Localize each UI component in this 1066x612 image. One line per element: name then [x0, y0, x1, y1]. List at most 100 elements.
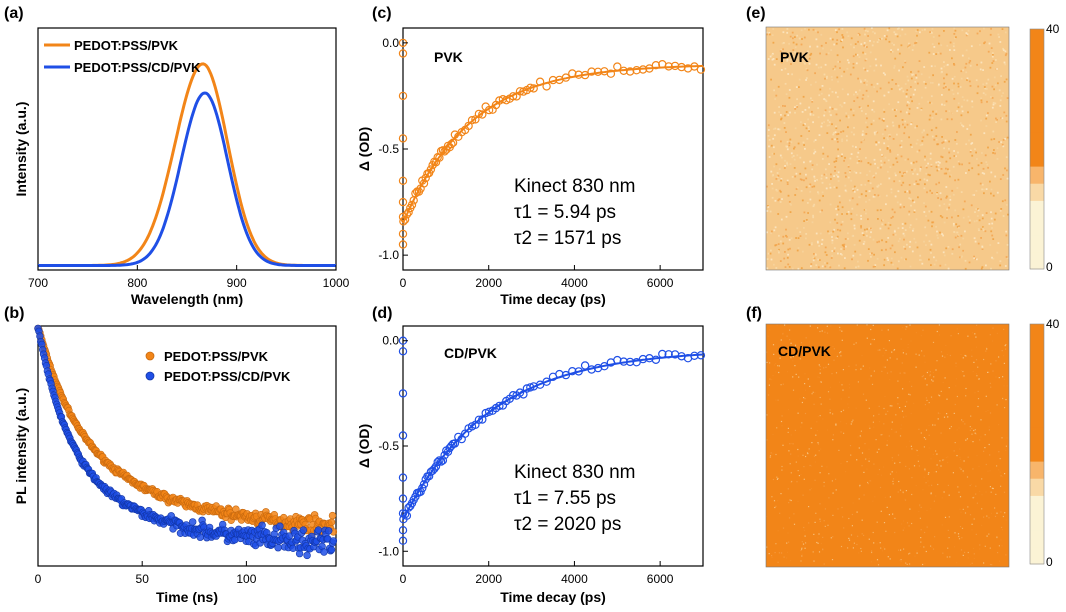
panel-e-pixel [787, 248, 790, 251]
panel-f-pixel [872, 500, 874, 502]
panel-f-pixel [927, 408, 929, 410]
panel-f-pixel [977, 398, 980, 400]
panel-e-pixel [943, 61, 945, 63]
panel-e-pixel [863, 209, 866, 211]
panel-e-pixel [811, 164, 814, 166]
panel-e-pixel [892, 215, 894, 218]
panel-e-pixel [919, 178, 922, 181]
panel-e-pixel [935, 259, 938, 262]
panel-d-point [436, 457, 446, 466]
panel-f-pixel [922, 375, 924, 377]
panel-e-pixel [906, 190, 909, 193]
panel-e-pixel [817, 258, 820, 261]
panel-e-pixel [960, 70, 963, 73]
panel-f-pixel [902, 529, 904, 531]
panel-f-pixel [930, 458, 932, 460]
panel-e-pixel [908, 112, 911, 115]
panel-d-plot [398, 336, 706, 545]
panel-e-pixel [924, 226, 927, 229]
panel-f-pixel [919, 545, 921, 547]
panel-f-pixel [779, 512, 781, 514]
panel-e-pixel [948, 140, 950, 143]
panel-f-pixel [879, 349, 881, 351]
panel-e-pixel [794, 51, 796, 54]
panel-b-legend-2: PEDOT:PSS/CD/PVK [164, 369, 291, 384]
panel-e-pixel [1005, 230, 1008, 233]
panel-e-pixel [833, 186, 836, 189]
panel-e-pixel [869, 236, 872, 239]
panel-b-series-2-point [189, 518, 197, 526]
panel-f-pixel [911, 522, 913, 525]
panel-e-pixel [812, 214, 814, 217]
panel-f-pixel [985, 491, 987, 493]
panel-e-pixel [849, 157, 852, 160]
panel-e-pixel [954, 139, 957, 141]
panel-f-pixel [879, 542, 881, 544]
panel-e-pixel [900, 44, 903, 47]
panel-e-pixel [867, 35, 869, 37]
panel-f-pixel [950, 426, 952, 428]
panel-f-pixel [927, 370, 929, 372]
panel-f-pixel [805, 455, 807, 458]
panel-e-pixel [867, 248, 870, 250]
panel-f-pixel [869, 427, 871, 429]
panel-e-pixel [901, 119, 904, 121]
panel-e-pixel [933, 46, 936, 48]
panel-e-pixel [975, 208, 977, 210]
panel-e-pixel [810, 83, 812, 86]
panel-e-pixel [864, 59, 867, 62]
panel-e-pixel [797, 52, 800, 54]
panel-e-pixel [786, 148, 789, 151]
panel-e-pixel [869, 65, 872, 68]
panel-f-pixel [870, 561, 872, 563]
panel-e-pixel [822, 152, 825, 155]
panel-f-pixel [967, 551, 969, 554]
panel-e-pixel [999, 41, 1002, 43]
panel-e-pixel [787, 194, 790, 197]
panel-d-point [696, 351, 706, 360]
panel-f-pixel [858, 498, 860, 500]
panel-e-pixel [780, 218, 783, 221]
panel-e-pixel [910, 96, 912, 99]
panel-e-pixel [768, 31, 771, 34]
panel-e-pixel [997, 33, 1000, 36]
panel-f-pixel [799, 398, 801, 400]
panel-e-pixel [854, 43, 857, 45]
panel-e-pixel [847, 93, 849, 96]
panel-e: PVK 40 0 [765, 22, 1060, 274]
panel-f-pixel [981, 494, 983, 496]
panel-e-pixel [908, 197, 911, 200]
panel-e-pixel [778, 248, 780, 251]
panel-e-pixel [941, 156, 944, 159]
panel-e-pixel [879, 227, 882, 230]
panel-e-pixel [803, 36, 806, 39]
panel-f-speckle [766, 324, 1008, 566]
panel-e-pixel [878, 195, 881, 198]
panel-f-pixel [824, 525, 826, 527]
panel-e-pixel [777, 128, 780, 131]
panel-f-pixel [903, 372, 905, 374]
panel-c-point [402, 210, 412, 219]
panel-f-pixel [944, 356, 946, 358]
panel-e-pixel [895, 83, 897, 85]
panel-e-pixel [906, 75, 909, 78]
panel-e-pixel [952, 45, 955, 48]
panel-f-pixel [931, 398, 933, 400]
panel-e-pixel [990, 211, 992, 214]
panel-f-pixel [784, 324, 786, 326]
panel-e-pixel [930, 65, 933, 68]
panel-e-pixel [893, 109, 896, 111]
panel-f-pixel [801, 422, 803, 424]
panel-e-pixel [912, 172, 914, 175]
panel-e-pixel [876, 82, 879, 85]
panel-e-pixel [921, 143, 924, 146]
panel-f-pixel [868, 378, 870, 380]
panel-f-colorbar-min: 0 [1046, 555, 1053, 569]
panel-e-pixel [986, 100, 988, 103]
panel-e-pixel [863, 44, 866, 47]
panel-e-pixel [921, 29, 924, 31]
panel-e-pixel [896, 133, 898, 136]
panel-a: 700 800 900 1000 Wavelength (nm) Intensity … [13, 27, 350, 307]
panel-e-pixel [806, 202, 809, 204]
panel-f-pixel [831, 373, 833, 375]
